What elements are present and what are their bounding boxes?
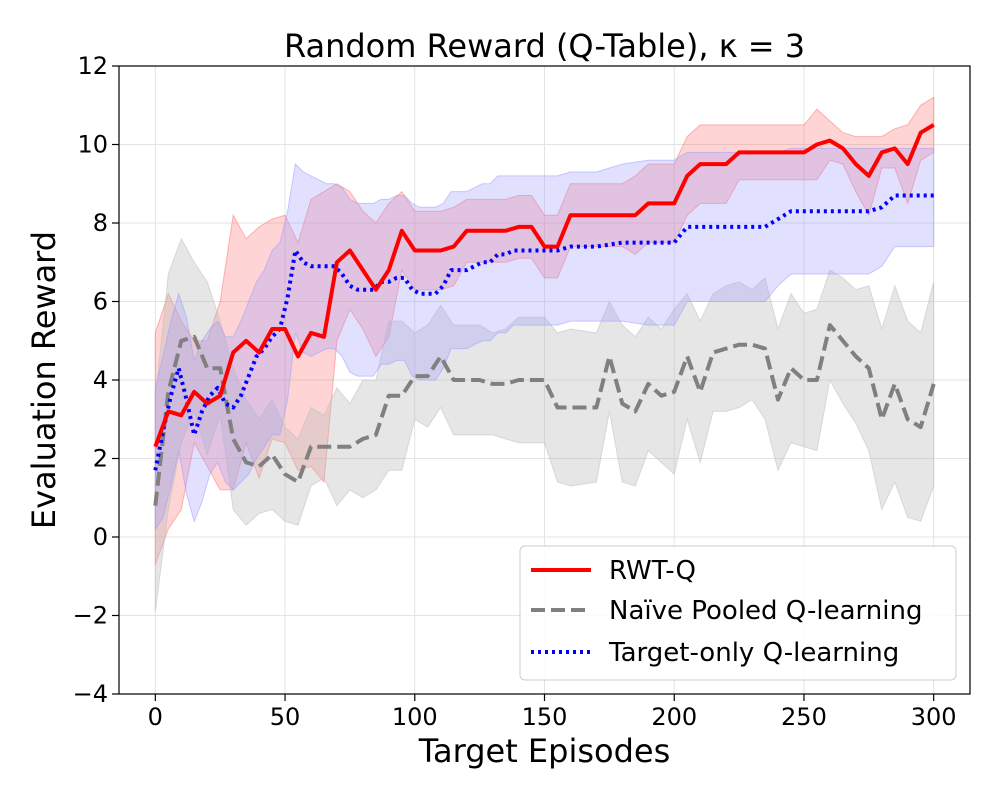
- line-na-ve-pooled-q-learning: [153, 323, 936, 506]
- x-tick-label: 300: [911, 703, 957, 731]
- x-tick-label: 250: [781, 703, 827, 731]
- legend-label-target-only: Target-only Q-learning: [608, 638, 899, 668]
- x-tick-label: 150: [522, 703, 568, 731]
- y-tick-label: −4: [73, 680, 108, 708]
- band-na-ve-pooled-q-learning: [154, 237, 935, 612]
- line-rwt-q: [153, 123, 935, 448]
- x-tick-label: 50: [270, 703, 301, 731]
- x-tick-label: 200: [651, 703, 697, 731]
- y-tick-label: 6: [93, 288, 108, 316]
- legend-box: [519, 545, 957, 681]
- legend-label-naive-pooled: Naïve Pooled Q-learning: [609, 596, 922, 626]
- y-tick-label: −2: [73, 602, 108, 630]
- series-lines: [153, 123, 936, 506]
- chart-title: Random Reward (Q-Table), κ = 3: [284, 27, 805, 65]
- y-tick-label: 8: [93, 209, 108, 237]
- x-tick-label: 100: [392, 703, 438, 731]
- line-target-only-q-learning: [153, 193, 934, 471]
- y-tick-label: 10: [77, 131, 108, 159]
- y-axis-ticks: −4 −2 0 2 4 6 8 10 12: [73, 52, 119, 708]
- y-tick-label: 2: [93, 445, 108, 473]
- y-tick-label: 0: [93, 523, 108, 551]
- y-axis-label: Evaluation Reward: [25, 231, 63, 529]
- x-axis-label: Target Episodes: [418, 732, 671, 770]
- legend: RWT-Q Naïve Pooled Q-learning Target-onl…: [519, 545, 957, 681]
- y-tick-label: 4: [93, 366, 108, 394]
- legend-label-rwt-q: RWT-Q: [609, 556, 696, 586]
- x-axis-ticks: 0 50 100 150 200 250 300: [148, 694, 957, 731]
- x-tick-label: 0: [148, 703, 163, 731]
- band-target-only-q-learning: [154, 147, 935, 531]
- y-tick-label: 12: [77, 52, 108, 80]
- confidence-bands: [154, 96, 935, 612]
